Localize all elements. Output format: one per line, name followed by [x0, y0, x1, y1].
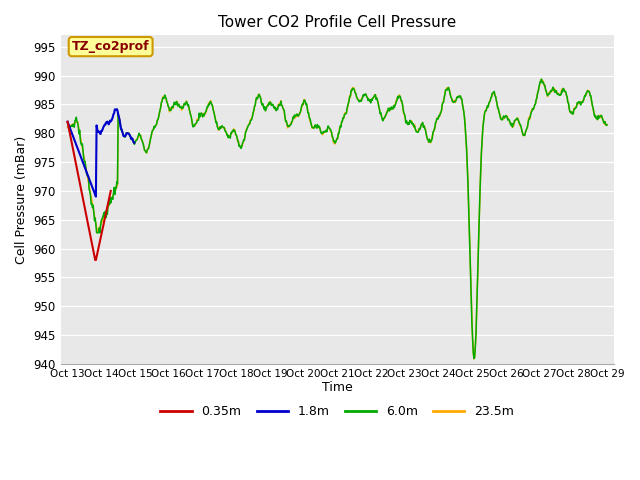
Y-axis label: Cell Pressure (mBar): Cell Pressure (mBar): [15, 135, 28, 264]
Title: Tower CO2 Profile Cell Pressure: Tower CO2 Profile Cell Pressure: [218, 15, 456, 30]
X-axis label: Time: Time: [322, 382, 353, 395]
Text: TZ_co2prof: TZ_co2prof: [72, 40, 150, 53]
Legend: 0.35m, 1.8m, 6.0m, 23.5m: 0.35m, 1.8m, 6.0m, 23.5m: [156, 400, 519, 423]
